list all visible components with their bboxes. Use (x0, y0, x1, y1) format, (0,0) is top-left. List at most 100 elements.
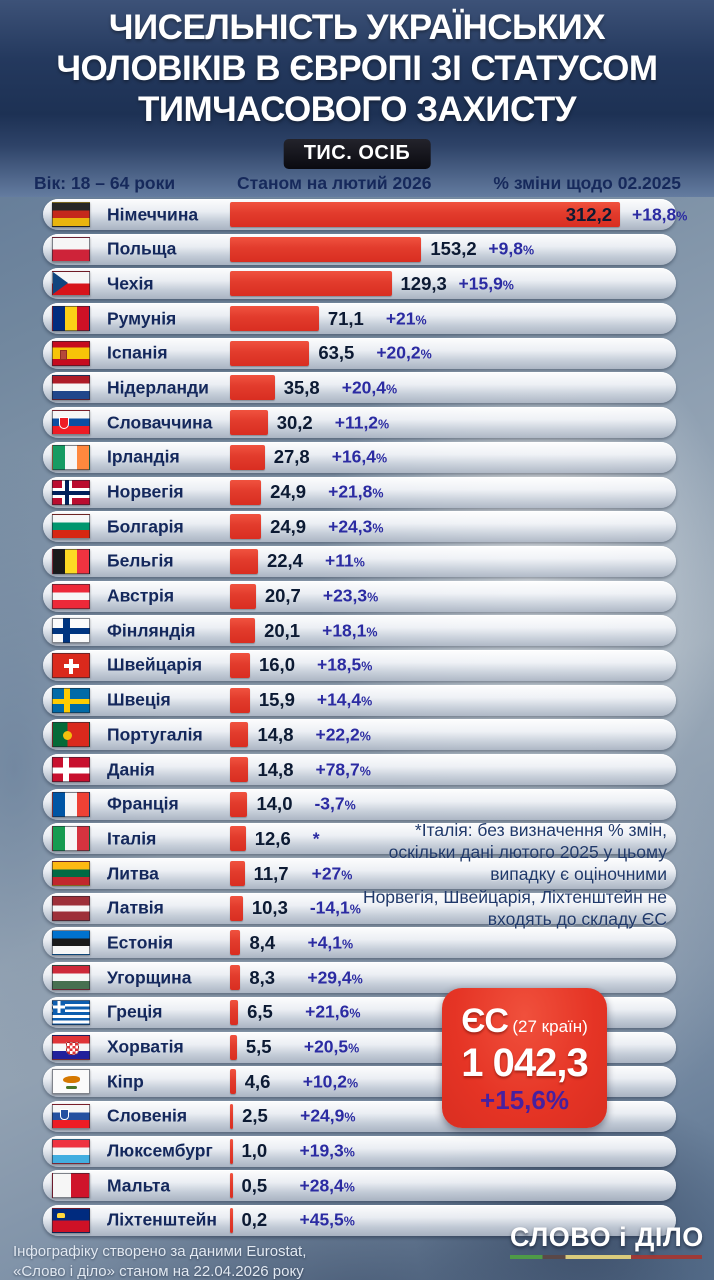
eu-label: ЄС (461, 1002, 509, 1040)
percent-sign: % (361, 659, 373, 674)
value-bar (230, 514, 262, 540)
country-row: Мальта 0,5 +28,4% (43, 1170, 676, 1202)
value-bar (230, 271, 392, 297)
luxembourg-flag-icon (52, 1138, 90, 1164)
country-row: Болгарія 24,9 +24,3% (43, 511, 676, 543)
percent-sign: % (343, 1145, 355, 1160)
belgium-flag-icon (52, 548, 90, 574)
value-label: 15,9 (258, 689, 295, 711)
percent-sign: % (343, 1214, 355, 1229)
change-label: +14,4% (316, 689, 373, 710)
value-bar (230, 757, 249, 782)
percent-sign: % (420, 347, 432, 362)
value-bar (230, 548, 258, 574)
value-bar (230, 861, 245, 887)
austria-flag-icon (52, 583, 90, 609)
value-label: 312,2 (565, 203, 612, 225)
percent-sign: % (522, 243, 535, 258)
country-row: Франція 14,0 -3,7% (43, 788, 676, 820)
percent-sign: % (349, 902, 361, 917)
poland-flag-icon (52, 236, 90, 262)
country-name: Словенія (107, 1105, 188, 1126)
country-name: Чехія (107, 273, 154, 294)
value-label: 16,0 (258, 654, 295, 676)
footnote-italy: *Італія: без визначення % змін, оскільки… (388, 820, 667, 884)
change-label: +23,3% (322, 585, 379, 606)
value-bar (230, 722, 249, 748)
change-label: +18,1% (322, 620, 378, 641)
change-label: * (312, 828, 320, 849)
percent-sign: % (348, 1041, 360, 1056)
country-row: Люксембург 1,0 +19,3% (43, 1135, 676, 1167)
value-label: 20,1 (264, 619, 301, 641)
france-flag-icon (52, 791, 90, 817)
value-bar (230, 791, 248, 817)
value-label: 10,3 (251, 897, 288, 919)
country-row: Словаччина 30,2 +11,2% (43, 407, 676, 439)
value-bar (230, 306, 319, 332)
country-name: Данія (107, 759, 155, 779)
value-bar (230, 826, 246, 852)
country-row: Бельгія 22,4 +11% (43, 545, 676, 577)
change-label: +21,6% (305, 1001, 361, 1022)
czechia-flag-icon (52, 271, 90, 297)
change-label: +18,5% (316, 654, 373, 675)
finland-flag-icon (52, 618, 90, 644)
value-bar (230, 410, 268, 436)
change-label: +9,8% (488, 238, 535, 259)
value-label: 8,3 (249, 966, 276, 988)
value-bar (230, 1138, 233, 1164)
latvia-flag-icon (52, 895, 90, 921)
country-row: Угорщина 8,3 +29,4% (43, 962, 676, 994)
slovenia-flag-icon (52, 1103, 90, 1129)
value-bar (230, 618, 256, 644)
country-row: Португалія 14,8 +22,2% (43, 719, 676, 751)
value-bar (230, 340, 310, 366)
change-label: +10,2% (302, 1071, 359, 1092)
percent-sign: % (341, 868, 353, 883)
portugal-flag-icon (52, 722, 90, 748)
eu-total-value: 1 042,3 (461, 1041, 588, 1085)
value-bar (230, 236, 422, 262)
country-name: Литва (107, 863, 159, 884)
value-bar (230, 930, 241, 956)
country-name: Кіпр (107, 1071, 144, 1092)
percent-sign: % (349, 1006, 361, 1021)
country-row: Нідерланди 35,8 +20,4% (43, 372, 676, 404)
percent-sign: % (344, 798, 356, 813)
value-label: 63,5 (318, 342, 355, 364)
country-name: Швейцарія (107, 654, 203, 675)
value-bar (230, 965, 241, 991)
percent-sign: % (343, 1180, 355, 1195)
country-name: Німеччина (107, 204, 199, 224)
cyprus-flag-icon (52, 1069, 90, 1095)
brand-logo: СЛОВО і ДІЛО (510, 1222, 703, 1259)
change-label: +28,4% (299, 1175, 355, 1196)
country-name: Естонія (107, 932, 174, 953)
country-row: Естонія 8,4 +4,1% (43, 927, 676, 959)
percent-sign: % (676, 209, 688, 223)
country-row: Ліхтенштейн 0,2 +45,5% (43, 1204, 676, 1236)
change-label: +78,7% (315, 759, 371, 779)
country-name: Франція (107, 793, 179, 814)
value-bar (230, 1069, 236, 1095)
percent-sign: % (378, 417, 390, 432)
country-name: Греція (107, 1001, 163, 1022)
norway-flag-icon (52, 479, 90, 505)
switzerland-flag-icon (52, 652, 90, 678)
units-badge: ТИС. ОСІБ (283, 139, 431, 169)
country-bar-list: Німеччина 312,2 +18,8% Польща 153,2 +9,8… (43, 199, 687, 1236)
value-bar (230, 652, 250, 678)
value-label: 14,0 (256, 793, 293, 815)
country-row: Швейцарія 16,0 +18,5% (43, 649, 676, 681)
change-label: +20,5% (303, 1036, 360, 1057)
spain-flag-icon (52, 340, 90, 366)
country-name: Польща (107, 238, 177, 259)
estonia-flag-icon (52, 930, 90, 956)
malta-flag-icon (52, 1173, 90, 1199)
column-header-value: Станом на лютий 2026 (237, 173, 432, 193)
germany-flag-icon (52, 202, 90, 227)
percent-sign: % (366, 625, 378, 640)
greece-flag-icon (52, 999, 90, 1025)
croatia-flag-icon (52, 1034, 90, 1060)
